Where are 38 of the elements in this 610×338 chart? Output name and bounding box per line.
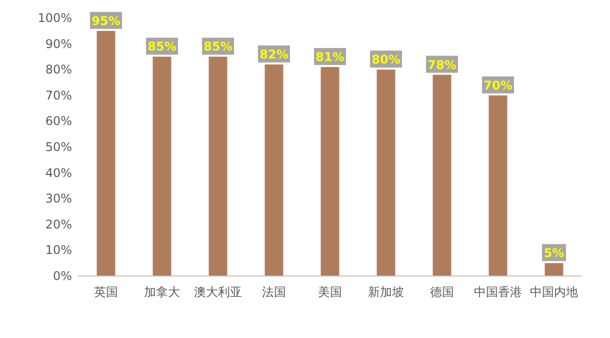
bar xyxy=(208,56,228,276)
x-tick-label: 新加坡 xyxy=(368,285,404,299)
y-tick-label: 40% xyxy=(45,166,72,180)
data-label: 95% xyxy=(92,14,120,28)
data-label: 5% xyxy=(544,246,564,260)
x-tick-label: 美国 xyxy=(318,285,342,299)
bar xyxy=(152,56,172,276)
x-tick-label: 加拿大 xyxy=(144,285,180,299)
bar xyxy=(320,67,340,276)
bar xyxy=(376,70,396,276)
x-tick-label: 英国 xyxy=(94,285,118,299)
y-tick-label: 30% xyxy=(45,192,72,206)
y-tick-label: 10% xyxy=(45,243,72,258)
data-label: 82% xyxy=(260,47,288,62)
y-tick-label: 0% xyxy=(52,269,72,283)
data-label: 81% xyxy=(316,50,344,64)
bar xyxy=(264,64,284,276)
data-label: 80% xyxy=(372,52,400,67)
x-tick-label: 法国 xyxy=(262,285,286,299)
data-label: 78% xyxy=(428,58,456,72)
y-tick-label: 100% xyxy=(38,11,72,25)
x-tick-label: 中国香港 xyxy=(474,285,522,299)
y-tick-label: 70% xyxy=(45,88,72,102)
y-tick-label: 60% xyxy=(45,114,72,128)
data-label: 85% xyxy=(148,40,176,54)
data-label: 70% xyxy=(484,78,512,92)
y-tick-label: 80% xyxy=(45,62,72,77)
bar xyxy=(488,95,508,276)
y-tick-label: 90% xyxy=(45,36,72,51)
x-tick-label: 澳大利亚 xyxy=(194,285,242,299)
y-tick-label: 50% xyxy=(45,140,72,154)
bar xyxy=(432,74,452,276)
bar xyxy=(544,263,564,276)
bar xyxy=(96,30,116,276)
data-label: 85% xyxy=(204,40,232,54)
y-tick-label: 20% xyxy=(45,217,72,232)
x-tick-label: 德国 xyxy=(430,285,454,299)
x-tick-label: 中国内地 xyxy=(530,285,578,299)
